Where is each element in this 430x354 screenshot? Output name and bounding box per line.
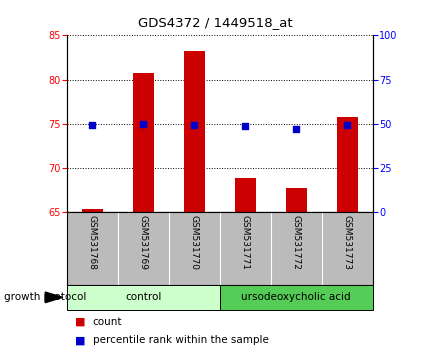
Text: GSM531768: GSM531768 [88, 215, 97, 270]
Bar [336, 117, 356, 212]
Text: GSM531769: GSM531769 [138, 215, 147, 270]
Text: GSM531772: GSM531772 [291, 215, 300, 269]
Text: ■: ■ [75, 335, 86, 345]
Point [139, 121, 146, 127]
Bar [234, 178, 255, 212]
Text: count: count [92, 317, 122, 327]
Text: ■: ■ [75, 317, 86, 327]
Text: ursodeoxycholic acid: ursodeoxycholic acid [241, 292, 350, 302]
Point [89, 123, 95, 129]
Bar [184, 51, 204, 212]
Point [190, 122, 197, 127]
Text: GDS4372 / 1449518_at: GDS4372 / 1449518_at [138, 16, 292, 29]
Text: GSM531771: GSM531771 [240, 215, 249, 270]
Point [241, 124, 248, 129]
Text: GSM531770: GSM531770 [189, 215, 198, 270]
Point [343, 122, 350, 127]
Bar [286, 188, 306, 212]
Text: GSM531773: GSM531773 [342, 215, 351, 270]
Point [292, 126, 299, 132]
Bar [133, 73, 153, 212]
Bar [82, 209, 102, 212]
Text: percentile rank within the sample: percentile rank within the sample [92, 335, 268, 345]
Text: control: control [125, 292, 161, 302]
Text: growth protocol: growth protocol [4, 292, 86, 302]
